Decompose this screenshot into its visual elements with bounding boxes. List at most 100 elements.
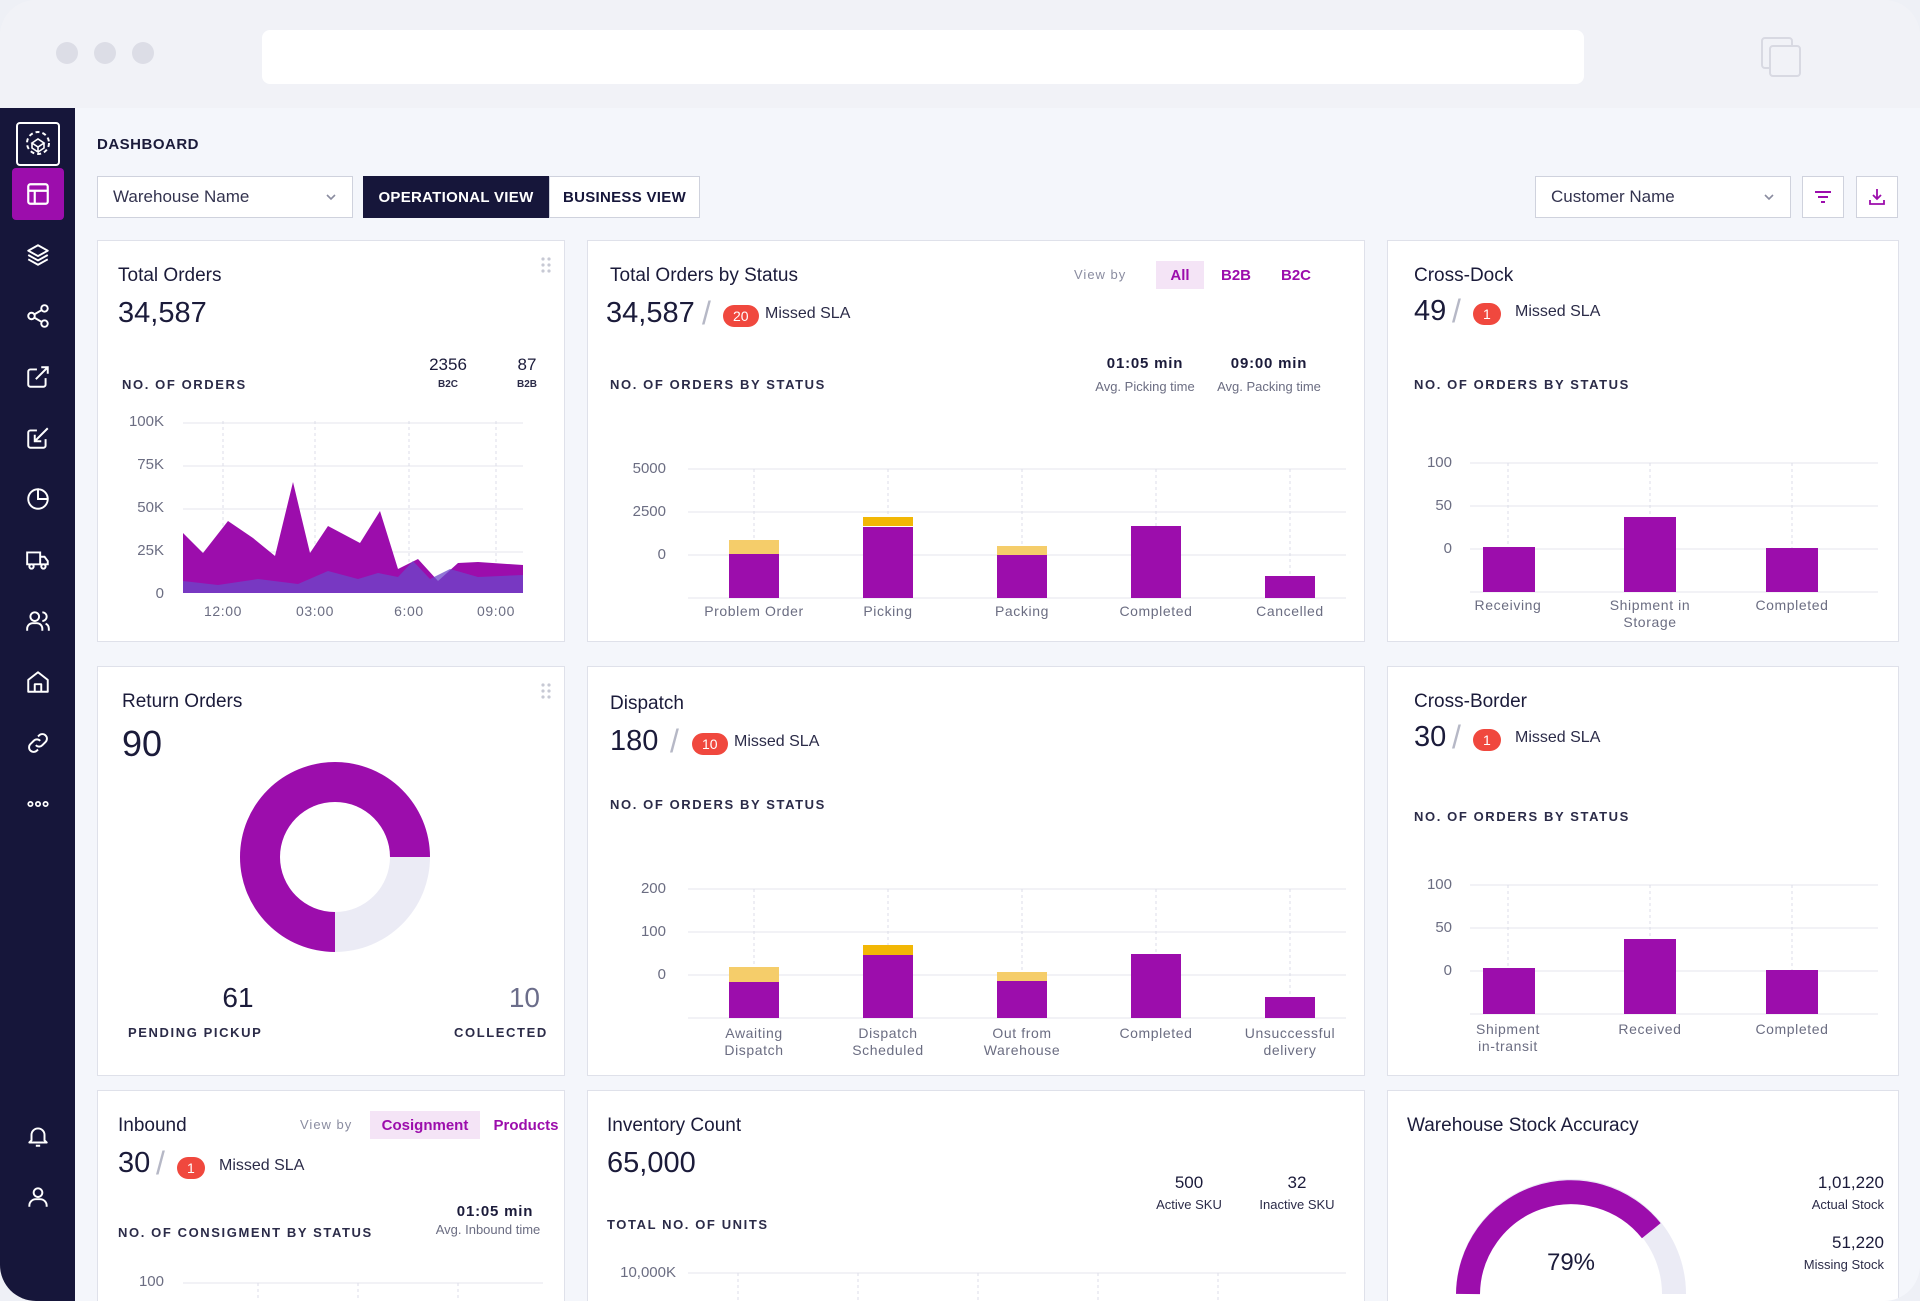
divider-slash: /: [1452, 293, 1461, 329]
warehouse-select[interactable]: Warehouse Name: [97, 176, 353, 218]
window-duplicate-icon[interactable]: [1760, 36, 1804, 80]
sidebar-item-inbound[interactable]: [12, 412, 64, 464]
sidebar-item-notifications[interactable]: [12, 1110, 64, 1162]
tab-b2c[interactable]: B2C: [1280, 266, 1311, 284]
card-title: Warehouse Stock Accuracy: [1407, 1115, 1639, 1136]
chart-caption: NO. OF ORDERS: [122, 377, 247, 392]
app-logo-icon[interactable]: [16, 122, 60, 166]
tab-products[interactable]: Products: [493, 1116, 559, 1134]
bar-completed: [1766, 970, 1818, 1014]
cross-dock-value: 49: [1414, 295, 1447, 327]
x-tick: Cancelled: [1256, 603, 1324, 619]
y-tick: 50: [1435, 919, 1452, 936]
collected-label: COLLECTED: [454, 1025, 548, 1040]
window-close-dot[interactable]: [56, 42, 78, 64]
chart-caption: NO. OF CONSIGMENT BY STATUS: [118, 1225, 373, 1240]
active-sku-count: 500: [1174, 1173, 1204, 1192]
bar-packing: [997, 555, 1047, 598]
x-tick: Completed: [1119, 1025, 1193, 1041]
sidebar-item-dashboard[interactable]: [12, 168, 64, 220]
inbound-bar-chart: [183, 1282, 543, 1301]
inactive-sku-count: 32: [1287, 1173, 1307, 1192]
sidebar-item-profile[interactable]: [12, 1171, 64, 1223]
bar-awaiting-dispatch: [729, 982, 779, 1018]
card-title: Total Orders: [118, 265, 222, 286]
window-maximize-dot[interactable]: [132, 42, 154, 64]
sidebar-item-network[interactable]: [12, 290, 64, 342]
business-view-button[interactable]: BUSINESS VIEW: [549, 176, 700, 218]
chevron-down-icon: [1764, 194, 1774, 201]
external-link-icon: [27, 366, 49, 388]
sidebar-item-reports[interactable]: [12, 473, 64, 525]
y-tick: 100: [1426, 454, 1452, 471]
x-tick: Shipment in Storage: [1609, 597, 1691, 630]
bar-completed: [1766, 548, 1818, 592]
x-tick: Problem Order: [704, 603, 804, 619]
y-tick: 100K: [128, 413, 164, 430]
y-tick: 0: [1443, 962, 1452, 979]
gauge-fill: [1456, 1180, 1661, 1295]
sidebar-item-integrations[interactable]: [12, 717, 64, 769]
filter-icon: [1815, 191, 1831, 203]
cross-border-bar-chart: [1470, 884, 1878, 1015]
bar-out-from-warehouse: [997, 981, 1047, 1018]
sidebar-item-users[interactable]: [12, 595, 64, 647]
sidebar-item-warehouse[interactable]: [12, 656, 64, 708]
inventory-count-card: Inventory Count 65,000 500 Active SKU 32…: [587, 1090, 1365, 1301]
window-minimize-dot[interactable]: [94, 42, 116, 64]
sidebar-item-inventory[interactable]: [12, 229, 64, 281]
actual-stock-label: Actual Stock: [1811, 1197, 1884, 1212]
y-tick: 100: [640, 923, 666, 940]
x-tick: 09:00: [476, 603, 516, 619]
card-title: Total Orders by Status: [610, 265, 798, 286]
chart-caption: TOTAL NO. OF UNITS: [607, 1217, 769, 1232]
customer-select[interactable]: Customer Name: [1535, 176, 1791, 218]
missed-sla-badge: 1: [1473, 729, 1501, 751]
missed-sla-label: Missed SLA: [765, 305, 851, 322]
operational-view-button[interactable]: OPERATIONAL VIEW: [363, 176, 549, 218]
missed-sla-badge: 20: [723, 305, 759, 327]
sidebar-item-transport[interactable]: [12, 534, 64, 586]
tab-consignment[interactable]: Cosignment: [370, 1111, 480, 1139]
missed-sla-badge: 1: [1473, 303, 1501, 325]
browser-toolbar: [0, 0, 1920, 108]
bar-cancelled: [1265, 576, 1315, 598]
missed-sla-badge: 1: [177, 1157, 205, 1179]
y-tick: 100: [1426, 876, 1452, 893]
card-title: Dispatch: [610, 693, 684, 714]
filter-button[interactable]: [1802, 176, 1844, 218]
layout-icon: [27, 183, 49, 205]
bar-awaiting-dispatch-warning: [729, 967, 779, 982]
missed-sla-badge: 10: [692, 733, 728, 755]
tab-all[interactable]: All: [1156, 261, 1204, 289]
y-tick: 0: [657, 546, 666, 563]
address-bar[interactable]: [262, 30, 1584, 84]
drag-handle-icon[interactable]: [541, 257, 551, 273]
sidebar-item-more[interactable]: [12, 778, 64, 830]
bar-completed: [1131, 954, 1181, 1018]
bar-receiving: [1483, 547, 1535, 592]
bar-problem-order-warning: [729, 540, 779, 554]
avg-inbound-label: Avg. Inbound time: [435, 1222, 541, 1237]
x-tick: Receiving: [1474, 597, 1542, 613]
chart-caption: NO. OF ORDERS BY STATUS: [610, 377, 826, 392]
missing-stock-label: Missing Stock: [1803, 1257, 1884, 1272]
area-series-primary: [183, 482, 523, 593]
sidebar-item-outbound[interactable]: [12, 351, 64, 403]
layers-icon: [27, 244, 49, 266]
x-tick: Completed: [1755, 1021, 1829, 1037]
inbound-value: 30: [118, 1147, 151, 1179]
bar-dispatch-scheduled-warning: [863, 945, 913, 955]
drag-handle-icon[interactable]: [541, 683, 551, 699]
download-button[interactable]: [1856, 176, 1898, 218]
bar-received: [1624, 939, 1676, 1014]
x-tick: Picking: [863, 603, 913, 619]
y-tick: 0: [1443, 540, 1452, 557]
inbound-card: Inbound View by Cosignment Products 30 /…: [97, 1090, 565, 1301]
chevron-down-icon: [326, 194, 336, 201]
dispatch-bar-chart: [688, 888, 1346, 1019]
cross-dock-card: Cross-Dock 49 / 1 Missed SLA NO. OF ORDE…: [1387, 240, 1899, 642]
tab-b2b[interactable]: B2B: [1220, 266, 1251, 284]
avg-picking-label: Avg. Picking time: [1095, 379, 1195, 394]
